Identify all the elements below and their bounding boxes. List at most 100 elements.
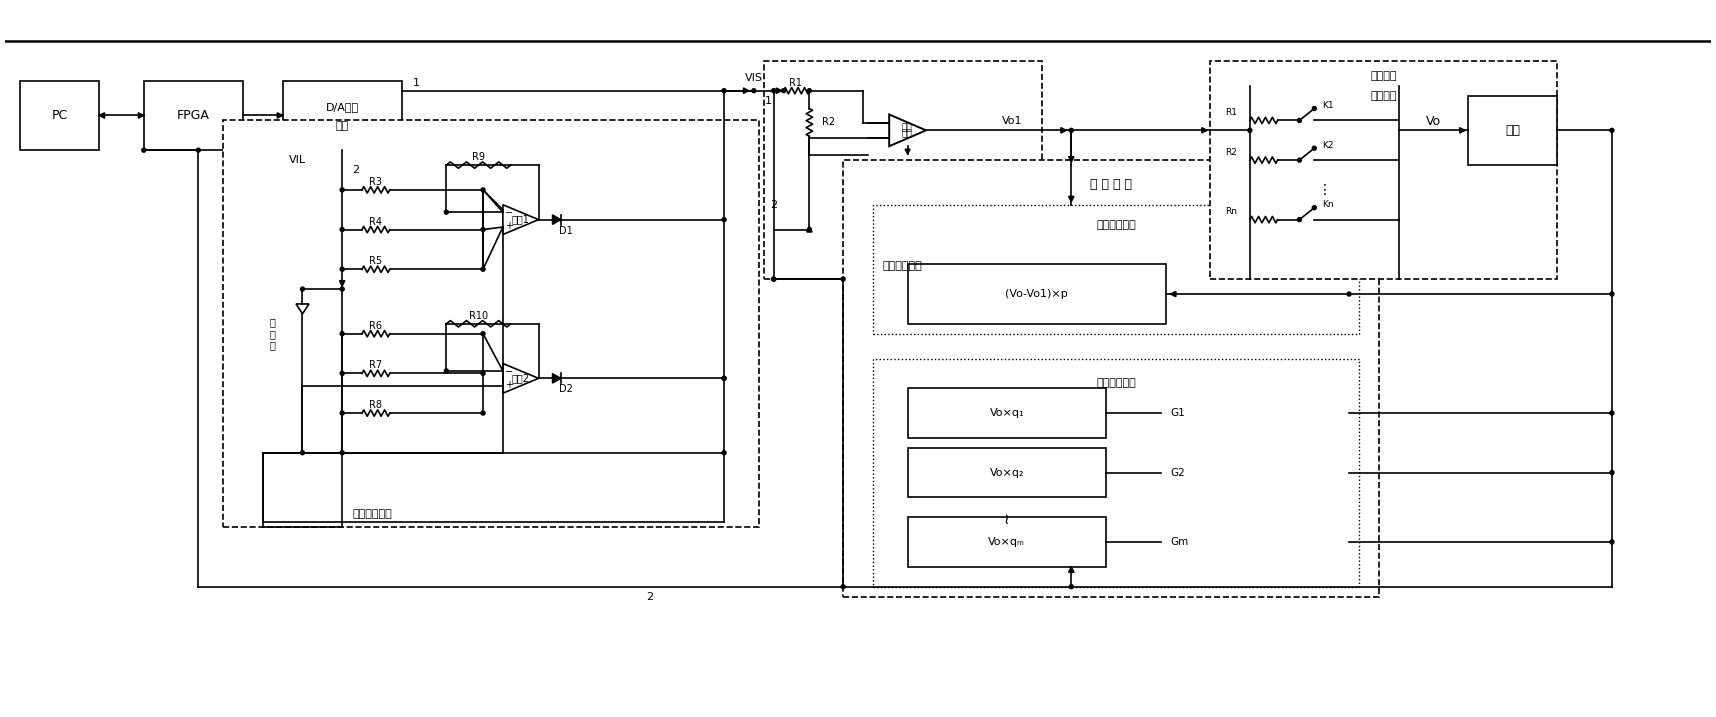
- Bar: [908, 448, 1107, 498]
- Bar: [223, 120, 758, 527]
- Circle shape: [1610, 540, 1613, 544]
- Circle shape: [340, 267, 345, 271]
- Circle shape: [1313, 146, 1316, 150]
- Polygon shape: [278, 113, 283, 118]
- Bar: [1210, 61, 1558, 279]
- Text: 划
差
器: 划 差 器: [269, 317, 276, 351]
- Text: K2: K2: [1323, 141, 1333, 150]
- Circle shape: [340, 411, 345, 415]
- Circle shape: [340, 188, 345, 192]
- Circle shape: [781, 89, 786, 92]
- Text: Rn: Rn: [1225, 207, 1237, 217]
- Text: 电流采样单元: 电流采样单元: [1097, 219, 1136, 229]
- Text: −: −: [505, 366, 513, 376]
- Text: 采 样 模 块: 采 样 模 块: [1090, 179, 1133, 191]
- Text: R8: R8: [369, 400, 383, 410]
- Polygon shape: [776, 88, 781, 93]
- Circle shape: [1069, 128, 1072, 133]
- Text: R3: R3: [369, 177, 383, 187]
- Text: Vo1: Vo1: [1002, 116, 1023, 126]
- Circle shape: [444, 210, 448, 214]
- Bar: [873, 358, 1359, 587]
- Text: R5: R5: [369, 256, 383, 266]
- Circle shape: [722, 451, 726, 455]
- Text: R10: R10: [468, 311, 487, 320]
- Text: Vo: Vo: [1426, 115, 1441, 128]
- Circle shape: [444, 369, 448, 373]
- Polygon shape: [889, 115, 927, 146]
- Circle shape: [1248, 128, 1251, 133]
- Circle shape: [752, 89, 755, 92]
- Circle shape: [772, 277, 776, 281]
- Text: 2: 2: [647, 592, 654, 602]
- Text: R7: R7: [369, 361, 383, 371]
- Text: 2: 2: [352, 165, 359, 175]
- Text: 2: 2: [770, 200, 777, 210]
- Circle shape: [340, 371, 345, 376]
- Circle shape: [480, 411, 486, 415]
- Text: Vo×q₁: Vo×q₁: [990, 408, 1024, 418]
- Text: R9: R9: [472, 152, 484, 162]
- Circle shape: [196, 148, 201, 152]
- Circle shape: [772, 277, 776, 281]
- Bar: [283, 81, 402, 150]
- Text: G2: G2: [1170, 467, 1186, 478]
- Circle shape: [841, 584, 844, 589]
- Polygon shape: [297, 304, 309, 314]
- Circle shape: [808, 227, 812, 232]
- Text: 运放2: 运放2: [511, 374, 530, 384]
- Circle shape: [1297, 218, 1301, 222]
- Polygon shape: [340, 280, 345, 286]
- Circle shape: [480, 371, 486, 376]
- Bar: [843, 160, 1378, 597]
- Text: +: +: [505, 380, 513, 390]
- Polygon shape: [743, 88, 748, 93]
- Polygon shape: [503, 364, 539, 393]
- Circle shape: [480, 267, 486, 271]
- Text: 运放1: 运放1: [511, 214, 530, 224]
- Text: 运放: 运放: [901, 130, 911, 138]
- Circle shape: [340, 227, 345, 232]
- Polygon shape: [503, 205, 539, 234]
- Circle shape: [1313, 206, 1316, 209]
- Text: K1: K1: [1323, 101, 1333, 110]
- Text: 1: 1: [414, 78, 420, 88]
- Circle shape: [1313, 107, 1316, 110]
- Text: Kn: Kn: [1323, 200, 1333, 209]
- Circle shape: [480, 227, 486, 232]
- Bar: [873, 205, 1359, 333]
- Circle shape: [722, 376, 726, 380]
- Text: 负载: 负载: [1505, 124, 1520, 137]
- Polygon shape: [100, 113, 105, 118]
- Text: 电流档位: 电流档位: [1371, 71, 1397, 81]
- Circle shape: [300, 287, 304, 291]
- Circle shape: [1297, 158, 1301, 162]
- Text: VIS: VIS: [745, 72, 764, 82]
- Circle shape: [841, 277, 844, 281]
- Text: Vo×q₂: Vo×q₂: [990, 467, 1024, 478]
- Bar: [908, 265, 1165, 324]
- Circle shape: [1610, 470, 1613, 475]
- Polygon shape: [1069, 196, 1074, 201]
- Text: VIL: VIL: [288, 155, 305, 165]
- Circle shape: [340, 332, 345, 336]
- Polygon shape: [1170, 291, 1175, 297]
- Text: +: +: [505, 222, 513, 232]
- Text: 功率: 功率: [901, 123, 911, 132]
- Text: 选择模块: 选择模块: [1371, 90, 1397, 100]
- Text: R4: R4: [369, 217, 383, 227]
- Polygon shape: [1069, 567, 1074, 572]
- Polygon shape: [553, 374, 561, 383]
- Text: 1: 1: [765, 95, 772, 105]
- Circle shape: [722, 89, 726, 92]
- Polygon shape: [1460, 128, 1465, 133]
- Polygon shape: [1069, 156, 1074, 162]
- Circle shape: [1069, 584, 1072, 589]
- Bar: [21, 81, 100, 150]
- Text: 过流保护模块: 过流保护模块: [352, 509, 391, 519]
- Text: FPGA: FPGA: [177, 109, 209, 122]
- Text: 模块: 模块: [336, 121, 348, 131]
- Text: D/A转换: D/A转换: [326, 102, 359, 112]
- Text: 电压采样单元: 电压采样单元: [1097, 379, 1136, 389]
- Circle shape: [808, 89, 812, 92]
